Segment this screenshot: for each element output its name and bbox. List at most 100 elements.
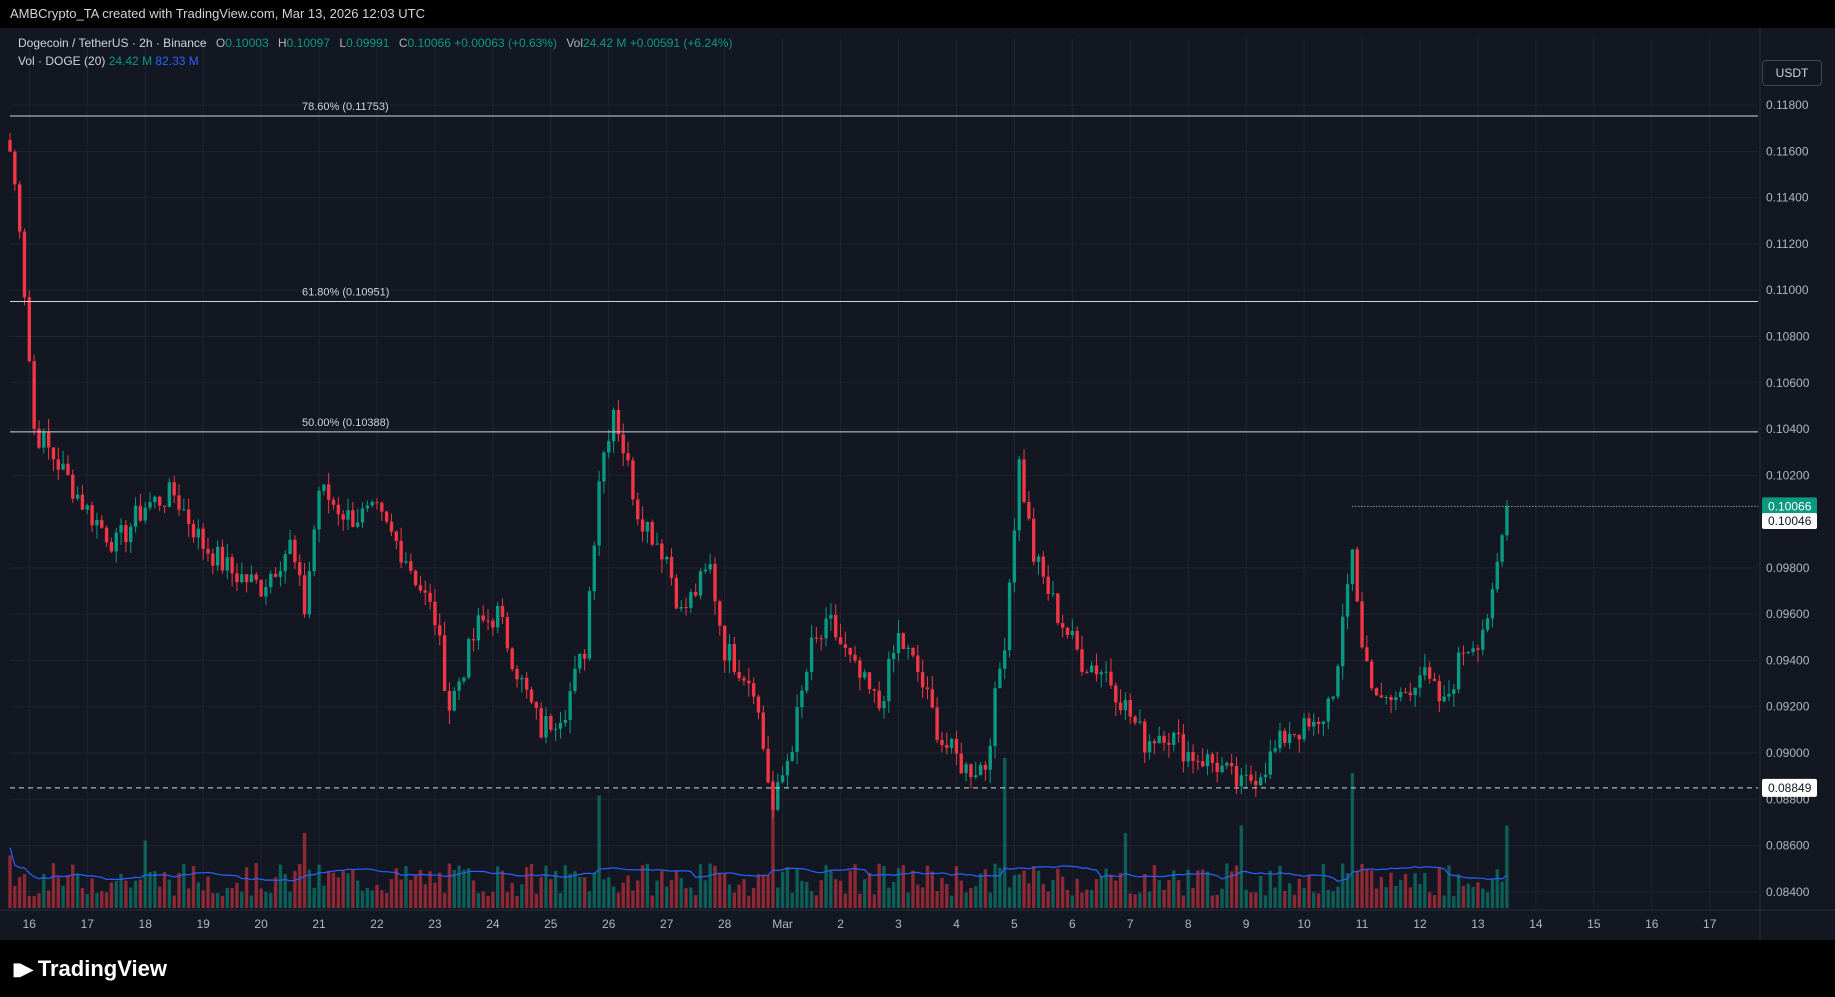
- candle-body: [698, 571, 703, 596]
- candle-body: [964, 764, 968, 774]
- price-chart[interactable]: 16 17 18 19 20 21 22 23 24 25 26 27 28 Mar 2 3 4 5 6 7 8 9 10 1…: [0, 28, 1835, 940]
- volume-bar: [1481, 888, 1485, 908]
- candle-body: [158, 496, 162, 506]
- volume-bar: [1297, 878, 1301, 908]
- volume-bar: [380, 890, 384, 908]
- currency-button[interactable]: USDT: [1762, 60, 1822, 86]
- candle-body: [1476, 648, 1480, 650]
- candle-body: [679, 607, 683, 609]
- volume-bar: [1041, 883, 1046, 908]
- y-axis-tick-label: 0.10400: [1766, 422, 1810, 436]
- volume-bar: [1321, 864, 1326, 908]
- volume-bar: [129, 887, 133, 908]
- volume-bar: [1379, 876, 1384, 908]
- volume-bar: [1326, 889, 1330, 908]
- volume-bar: [283, 874, 287, 908]
- symbol-title[interactable]: Dogecoin / TetherUS · 2h · Binance: [18, 36, 207, 50]
- candle-body: [718, 601, 722, 626]
- volume-bar: [442, 892, 447, 908]
- candle-body: [119, 525, 123, 533]
- volume-bar: [969, 887, 973, 908]
- candle-body: [877, 690, 881, 709]
- candle-body: [756, 696, 761, 713]
- volume-bar: [1167, 880, 1171, 908]
- x-axis-tick-label: 5: [1011, 917, 1018, 931]
- candle-body: [1307, 718, 1311, 727]
- volume-bar: [983, 869, 988, 908]
- volume-bar: [640, 865, 645, 908]
- volume-bar: [708, 863, 712, 908]
- candle-body: [1162, 735, 1166, 743]
- volume-bar: [1461, 885, 1466, 908]
- volume-bar: [834, 879, 838, 908]
- volume-bar: [90, 878, 94, 908]
- x-axis-tick-label: 26: [602, 917, 616, 931]
- volume-bar: [191, 866, 196, 908]
- candle-body: [708, 564, 712, 570]
- tradingview-logo[interactable]: ▮▶ TradingView: [12, 956, 167, 982]
- volume-bar: [790, 892, 794, 908]
- volume-bar: [244, 867, 249, 908]
- volume-bar: [307, 869, 312, 908]
- x-axis-tick-label: 23: [428, 917, 442, 931]
- volume-bar: [331, 872, 336, 908]
- candle-body: [1495, 561, 1499, 590]
- candle-body: [215, 546, 220, 566]
- volume-bar: [1500, 881, 1504, 908]
- volume-bar: [1307, 874, 1311, 908]
- candle-body: [380, 502, 384, 512]
- volume-bar: [138, 879, 143, 908]
- volume-bar: [650, 895, 654, 908]
- candle-body: [1447, 693, 1451, 697]
- volume-bar: [1456, 874, 1461, 908]
- volume-bar: [1123, 833, 1128, 908]
- candle-body: [1461, 652, 1466, 654]
- volume-bar: [761, 874, 765, 908]
- volume-bar: [351, 870, 355, 908]
- volume-bar: [1157, 880, 1161, 908]
- volume-bar: [37, 893, 41, 908]
- volume-bar: [751, 887, 756, 908]
- candle-body: [167, 482, 172, 507]
- candle-body: [341, 514, 345, 520]
- volume-bar: [278, 864, 283, 908]
- volume-bar: [1118, 872, 1123, 908]
- candle-body: [447, 691, 452, 711]
- candle-body: [790, 751, 794, 761]
- volume-bar: [1345, 873, 1350, 908]
- candle-body: [104, 527, 109, 543]
- close-value: 0.10066: [407, 36, 451, 50]
- candle-body: [1350, 549, 1355, 585]
- volume-bar: [515, 895, 519, 908]
- x-axis-tick-label: 27: [660, 917, 674, 931]
- volume-bar: [1394, 885, 1398, 908]
- candle-body: [693, 592, 698, 596]
- candle-body: [1442, 696, 1446, 702]
- volume-bar: [365, 887, 370, 908]
- volume-bar: [264, 892, 268, 908]
- candle-body: [553, 728, 558, 730]
- volume-bar: [1254, 892, 1258, 908]
- volume-bar: [665, 886, 669, 908]
- candle-body: [568, 691, 572, 720]
- candle-body: [269, 573, 273, 588]
- candle-body: [1437, 681, 1441, 702]
- volume-bar: [1341, 863, 1345, 908]
- candle-body: [1041, 556, 1046, 577]
- volume-study-title[interactable]: Vol · DOGE (20): [18, 54, 106, 68]
- candle-body: [1094, 665, 1099, 675]
- volume-bar: [549, 879, 553, 908]
- candle-body: [1336, 666, 1340, 697]
- chart-area[interactable]: 16 17 18 19 20 21 22 23 24 25 26 27 28 Mar 2 3 4 5 6 7 8 9 10 1…: [0, 28, 1835, 940]
- volume-bar: [1490, 879, 1495, 908]
- candle-body: [901, 633, 906, 649]
- volume-bar: [544, 865, 548, 908]
- y-axis-tick-label: 0.10200: [1766, 468, 1810, 482]
- volume-bar: [167, 879, 172, 908]
- volume-bar: [215, 893, 220, 908]
- candle-body: [558, 722, 563, 729]
- candle-body: [510, 648, 514, 669]
- candle-body: [1355, 549, 1359, 602]
- candle-body: [1321, 721, 1326, 725]
- candle-body: [949, 738, 954, 748]
